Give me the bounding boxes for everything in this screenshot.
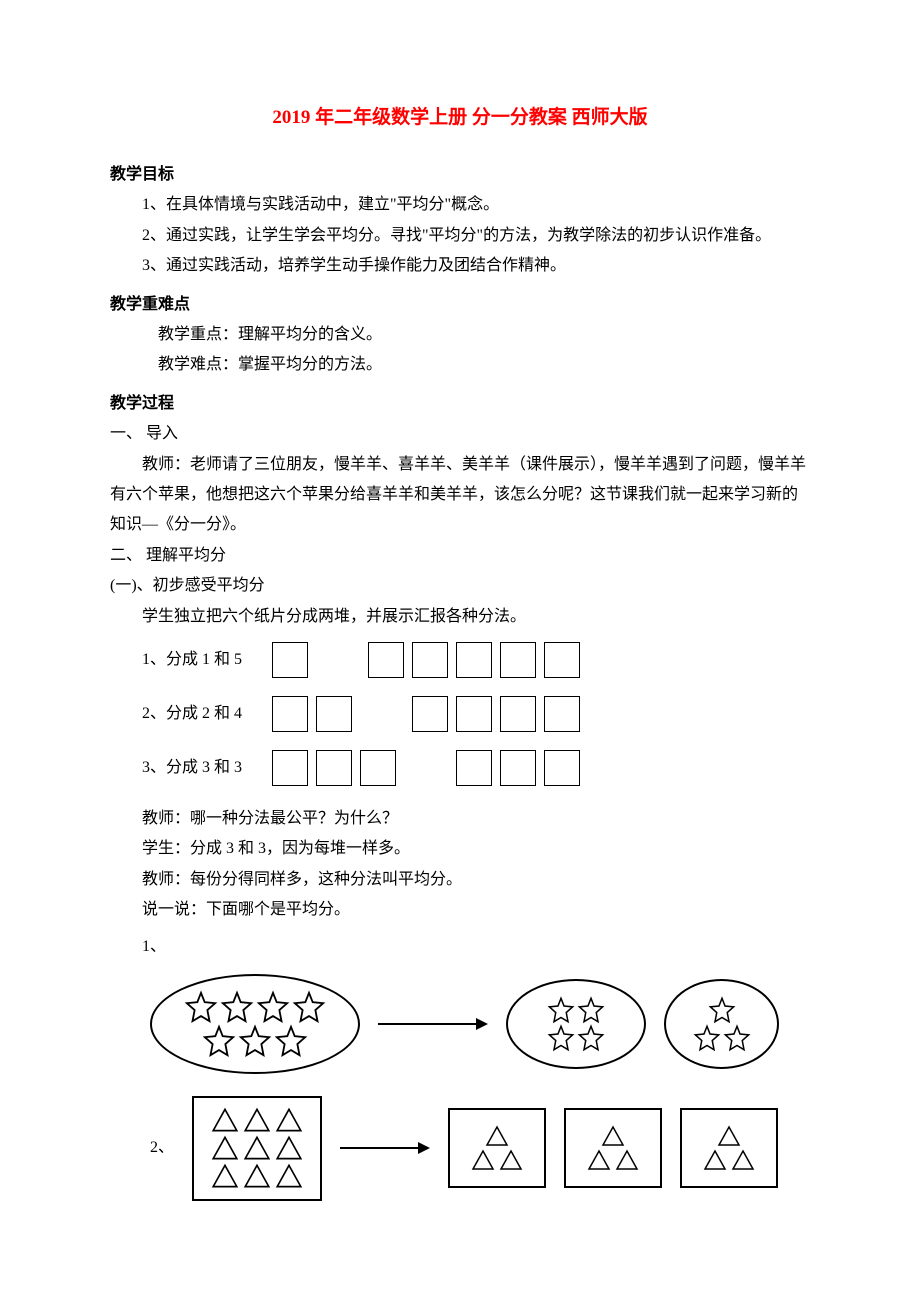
example-2-label: 2、 bbox=[150, 1133, 174, 1163]
box-group-3b bbox=[456, 750, 580, 786]
triangle-icon bbox=[274, 1135, 304, 1161]
heading-difficulty: 教学重难点 bbox=[110, 290, 810, 320]
example-2-diagram: 2、 bbox=[110, 1096, 810, 1201]
triangle-icon bbox=[274, 1107, 304, 1133]
triangle-icon bbox=[716, 1125, 742, 1147]
goal-3: 3、通过实践活动，培养学生动手操作能力及团结合作精神。 bbox=[110, 251, 810, 281]
box bbox=[456, 696, 492, 732]
star-icon bbox=[292, 990, 326, 1024]
box bbox=[456, 642, 492, 678]
box-group-2b bbox=[412, 696, 580, 732]
teacher-t2: 教师：每份分得同样多，这种分法叫平均分。 bbox=[110, 865, 810, 895]
box bbox=[500, 750, 536, 786]
box-group-1b bbox=[368, 642, 580, 678]
box-group-2a bbox=[272, 696, 352, 732]
heading-process: 教学过程 bbox=[110, 389, 810, 419]
star-icon bbox=[577, 1024, 605, 1052]
star-icon bbox=[274, 1024, 308, 1058]
star-icon bbox=[693, 1024, 721, 1052]
section-1-body: 教师：老师请了三位朋友，慢羊羊、喜羊羊、美羊羊（课件展示），慢羊羊遇到了问题，慢… bbox=[110, 450, 810, 541]
triangle-icon bbox=[470, 1149, 496, 1171]
triangle-icon bbox=[210, 1107, 240, 1133]
star-icon bbox=[547, 996, 575, 1024]
triangle-icon bbox=[702, 1149, 728, 1171]
star-icon bbox=[238, 1024, 272, 1058]
box bbox=[316, 696, 352, 732]
heading-goals: 教学目标 bbox=[110, 160, 810, 190]
difficulty-key: 教学重点：理解平均分的含义。 bbox=[110, 320, 810, 350]
oval-3-stars bbox=[664, 979, 779, 1069]
section-1: 一、 导入 bbox=[110, 419, 810, 449]
oval-7-stars bbox=[150, 974, 360, 1074]
box bbox=[456, 750, 492, 786]
rect-3-triangles bbox=[564, 1108, 662, 1188]
split-row-1: 1、分成 1 和 5 bbox=[110, 642, 810, 678]
box bbox=[272, 642, 308, 678]
split-label-1: 1、分成 1 和 5 bbox=[142, 645, 272, 675]
star-icon bbox=[577, 996, 605, 1024]
triangle-icon bbox=[210, 1163, 240, 1189]
split-label-3: 3、分成 3 和 3 bbox=[142, 753, 272, 783]
box bbox=[544, 696, 580, 732]
triangle-icon bbox=[242, 1163, 272, 1189]
triangle-icon bbox=[242, 1107, 272, 1133]
triangle-icon bbox=[586, 1149, 612, 1171]
example-1-diagram bbox=[110, 974, 810, 1074]
triangle-icon bbox=[614, 1149, 640, 1171]
teacher-q1: 教师：哪一种分法最公平？为什么？ bbox=[110, 804, 810, 834]
subsection-a: (一)、初步感受平均分 bbox=[110, 571, 810, 601]
box bbox=[412, 696, 448, 732]
triangle-icon bbox=[242, 1135, 272, 1161]
rect-3-triangles bbox=[448, 1108, 546, 1188]
oval-4-stars bbox=[506, 979, 646, 1069]
goal-1: 1、在具体情境与实践活动中，建立"平均分"概念。 bbox=[110, 190, 810, 220]
box-group-1a bbox=[272, 642, 308, 678]
star-icon bbox=[256, 990, 290, 1024]
triangle-icon bbox=[210, 1135, 240, 1161]
star-icon bbox=[708, 996, 736, 1024]
star-icon bbox=[184, 990, 218, 1024]
example-1-label: 1、 bbox=[110, 932, 162, 962]
star-icon bbox=[202, 1024, 236, 1058]
star-icon bbox=[547, 1024, 575, 1052]
teacher-t3: 说一说：下面哪个是平均分。 bbox=[110, 895, 810, 925]
box-group-3a bbox=[272, 750, 396, 786]
box bbox=[360, 750, 396, 786]
star-icon bbox=[723, 1024, 751, 1052]
rect-9-triangles bbox=[192, 1096, 322, 1201]
goal-2: 2、通过实践，让学生学会平均分。寻找"平均分"的方法，为教学除法的初步认识作准备… bbox=[110, 221, 810, 251]
triangle-icon bbox=[600, 1125, 626, 1147]
document-title: 2019 年二年级数学上册 分一分教案 西师大版 bbox=[110, 100, 810, 136]
section-2: 二、 理解平均分 bbox=[110, 541, 810, 571]
box bbox=[272, 750, 308, 786]
box bbox=[544, 750, 580, 786]
triangle-icon bbox=[484, 1125, 510, 1147]
arrow-icon bbox=[340, 1138, 430, 1158]
arrow-icon bbox=[378, 1014, 488, 1034]
rect-3-triangles bbox=[680, 1108, 778, 1188]
triangle-icon bbox=[274, 1163, 304, 1189]
split-label-2: 2、分成 2 和 4 bbox=[142, 699, 272, 729]
difficulty-hard: 教学难点：掌握平均分的方法。 bbox=[110, 350, 810, 380]
split-row-3: 3、分成 3 和 3 bbox=[110, 750, 810, 786]
box bbox=[500, 642, 536, 678]
split-row-2: 2、分成 2 和 4 bbox=[110, 696, 810, 732]
box bbox=[272, 696, 308, 732]
subsection-a-text: 学生独立把六个纸片分成两堆，并展示汇报各种分法。 bbox=[110, 602, 810, 632]
star-icon bbox=[220, 990, 254, 1024]
student-a1: 学生：分成 3 和 3，因为每堆一样多。 bbox=[110, 834, 810, 864]
triangle-icon bbox=[498, 1149, 524, 1171]
box bbox=[368, 642, 404, 678]
box bbox=[544, 642, 580, 678]
box bbox=[500, 696, 536, 732]
box bbox=[316, 750, 352, 786]
triangle-icon bbox=[730, 1149, 756, 1171]
box bbox=[412, 642, 448, 678]
